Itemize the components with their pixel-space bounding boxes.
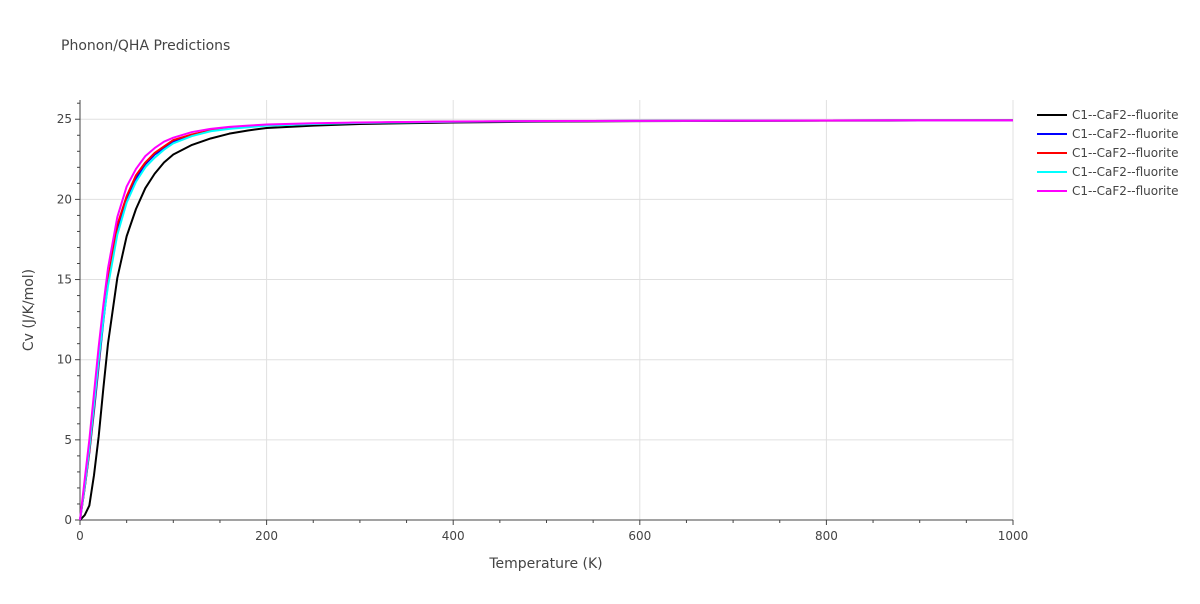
series-layer (79, 119, 1014, 521)
x-tick-labels: 0 200 400 600 800 1000 (76, 529, 1028, 543)
x-tick-label: 400 (442, 529, 465, 543)
grid (80, 100, 1014, 520)
legend-item[interactable]: C1--CaF2--fluorite (1037, 127, 1178, 141)
legend-item[interactable]: C1--CaF2--fluorite (1037, 146, 1178, 160)
legend-item[interactable]: C1--CaF2--fluorite (1037, 108, 1178, 122)
x-tick-label: 0 (76, 529, 84, 543)
x-tick-label: 1000 (998, 529, 1029, 543)
y-tick-label: 10 (57, 353, 72, 367)
y-tick-labels: 0 5 10 15 20 25 (57, 112, 72, 527)
axes (75, 100, 1014, 525)
x-axis-title: Temperature (K) (488, 556, 602, 572)
legend-label: C1--CaF2--fluorite (1072, 108, 1178, 122)
y-axis-title: Cv (J/K/mol) (21, 269, 37, 351)
x-tick-label: 600 (628, 529, 651, 543)
legend-item[interactable]: C1--CaF2--fluorite (1037, 184, 1178, 198)
y-tick-label: 25 (57, 112, 72, 126)
y-tick-label: 20 (57, 192, 72, 206)
legend-item[interactable]: C1--CaF2--fluorite (1037, 165, 1178, 179)
x-tick-label: 200 (255, 529, 278, 543)
legend-label: C1--CaF2--fluorite (1072, 165, 1178, 179)
y-tick-label: 5 (64, 433, 72, 447)
legend[interactable]: C1--CaF2--fluorite C1--CaF2--fluorite C1--… (1037, 108, 1178, 198)
y-tick-label: 15 (57, 273, 72, 287)
series-line-5 (79, 119, 1013, 521)
legend-label: C1--CaF2--fluorite (1072, 184, 1178, 198)
x-tick-label: 800 (815, 529, 838, 543)
legend-label: C1--CaF2--fluorite (1072, 127, 1178, 141)
chart-title: Phonon/QHA Predictions (61, 38, 230, 54)
legend-label: C1--CaF2--fluorite (1072, 146, 1178, 160)
y-tick-label: 0 (64, 513, 72, 527)
